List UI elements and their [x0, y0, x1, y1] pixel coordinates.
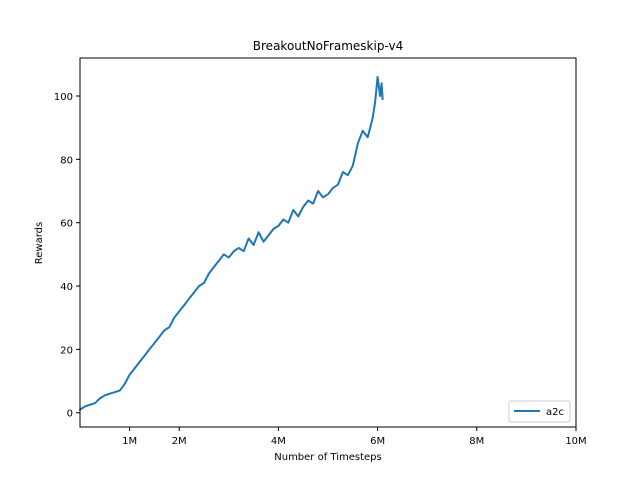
- series-line-a2c: [79, 76, 384, 411]
- legend-label-a2c: a2c: [546, 407, 564, 418]
- y-axis-ticks: 0 20 40 60 80 100: [54, 92, 80, 420]
- x-tick-label: 4M: [271, 436, 286, 447]
- x-tick-label: 1M: [122, 436, 137, 447]
- chart-title: BreakoutNoFrameskip-v4: [253, 39, 403, 53]
- y-tick-label: 20: [60, 345, 73, 356]
- x-axis-ticks: 1M 2M 4M 6M 8M 10M: [122, 427, 587, 447]
- x-tick-label: 8M: [469, 436, 484, 447]
- y-tick-label: 100: [54, 92, 73, 103]
- x-axis-label: Number of Timesteps: [274, 452, 381, 463]
- y-axis-label: Rewards: [34, 222, 45, 264]
- legend: a2c: [508, 400, 571, 423]
- x-tick-label: 10M: [565, 436, 586, 447]
- y-tick-label: 40: [60, 282, 73, 293]
- y-tick-label: 0: [67, 409, 73, 420]
- x-tick-label: 6M: [370, 436, 385, 447]
- y-tick-label: 80: [60, 155, 73, 166]
- x-tick-label: 2M: [172, 436, 187, 447]
- plot-frame: [79, 57, 577, 428]
- y-tick-label: 60: [60, 219, 73, 230]
